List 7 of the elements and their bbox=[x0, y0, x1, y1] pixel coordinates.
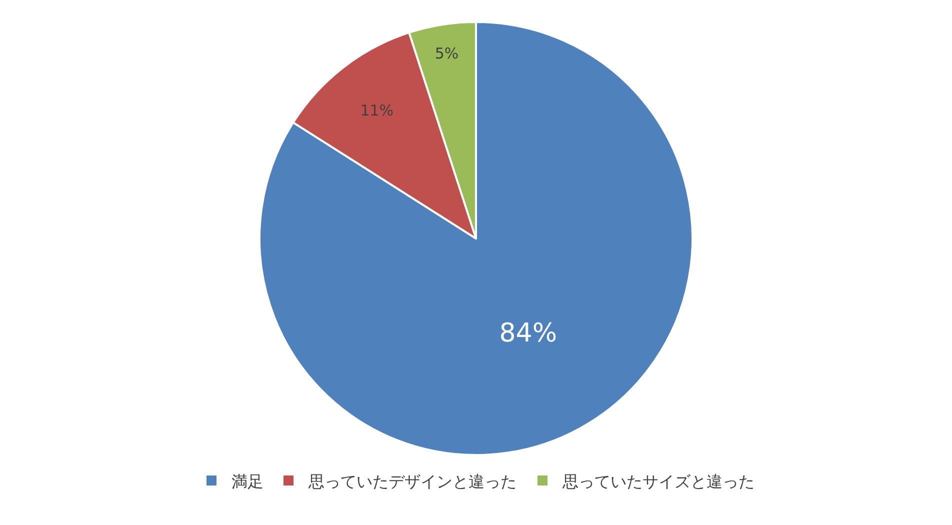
legend-label: 思っていたデザインと違った bbox=[308, 472, 516, 491]
pie-slice bbox=[258, 21, 694, 456]
data-label: 5% bbox=[434, 44, 459, 63]
legend-label: 満足 bbox=[232, 472, 264, 491]
legend-label: 思っていたサイズと違った bbox=[562, 472, 754, 491]
data-label: 84% bbox=[499, 318, 558, 348]
data-label: 11% bbox=[360, 102, 394, 120]
